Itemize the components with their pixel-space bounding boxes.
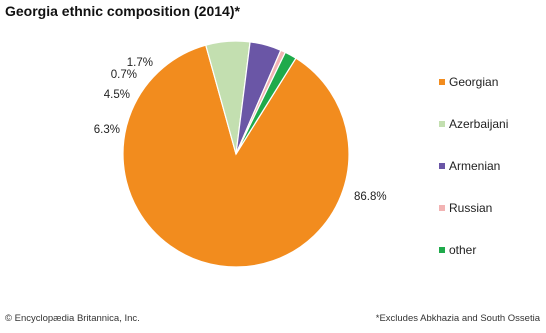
pie-slice-georgian [122, 44, 350, 268]
legend-swatch-azerbaijani [439, 121, 445, 127]
legend-swatch-georgian [439, 79, 445, 85]
legend-label-armenian: Armenian [449, 159, 501, 173]
legend-swatch-russian [439, 205, 445, 211]
chart-legend: Georgian Azerbaijani Armenian Russian ot… [439, 61, 544, 271]
legend-label-azerbaijani: Azerbaijani [449, 117, 509, 131]
slice-label-russian: 0.7% [111, 69, 137, 81]
credit-text: © Encyclopædia Britannica, Inc. [5, 313, 140, 324]
legend-item-russian: Russian [439, 187, 544, 229]
footnote-text: *Excludes Abkhazia and South Ossetia [375, 313, 540, 324]
slice-label-other: 1.7% [127, 57, 153, 69]
pie-slice-other [235, 51, 297, 155]
legend-item-armenian: Armenian [439, 145, 544, 187]
legend-label-russian: Russian [449, 201, 493, 215]
slice-label-georgian: 86.8% [354, 191, 387, 203]
legend-label-georgian: Georgian [449, 75, 499, 89]
chart-title: Georgia ethnic composition (2014)* [5, 3, 240, 19]
legend-swatch-armenian [439, 163, 445, 169]
legend-swatch-other [439, 247, 445, 253]
slice-label-armenian: 4.5% [104, 89, 130, 101]
slice-label-azerbaijani: 6.3% [94, 124, 120, 136]
legend-item-other: other [439, 229, 544, 271]
legend-label-other: other [449, 243, 477, 257]
legend-item-georgian: Georgian [439, 61, 544, 103]
legend-item-azerbaijani: Azerbaijani [439, 103, 544, 145]
